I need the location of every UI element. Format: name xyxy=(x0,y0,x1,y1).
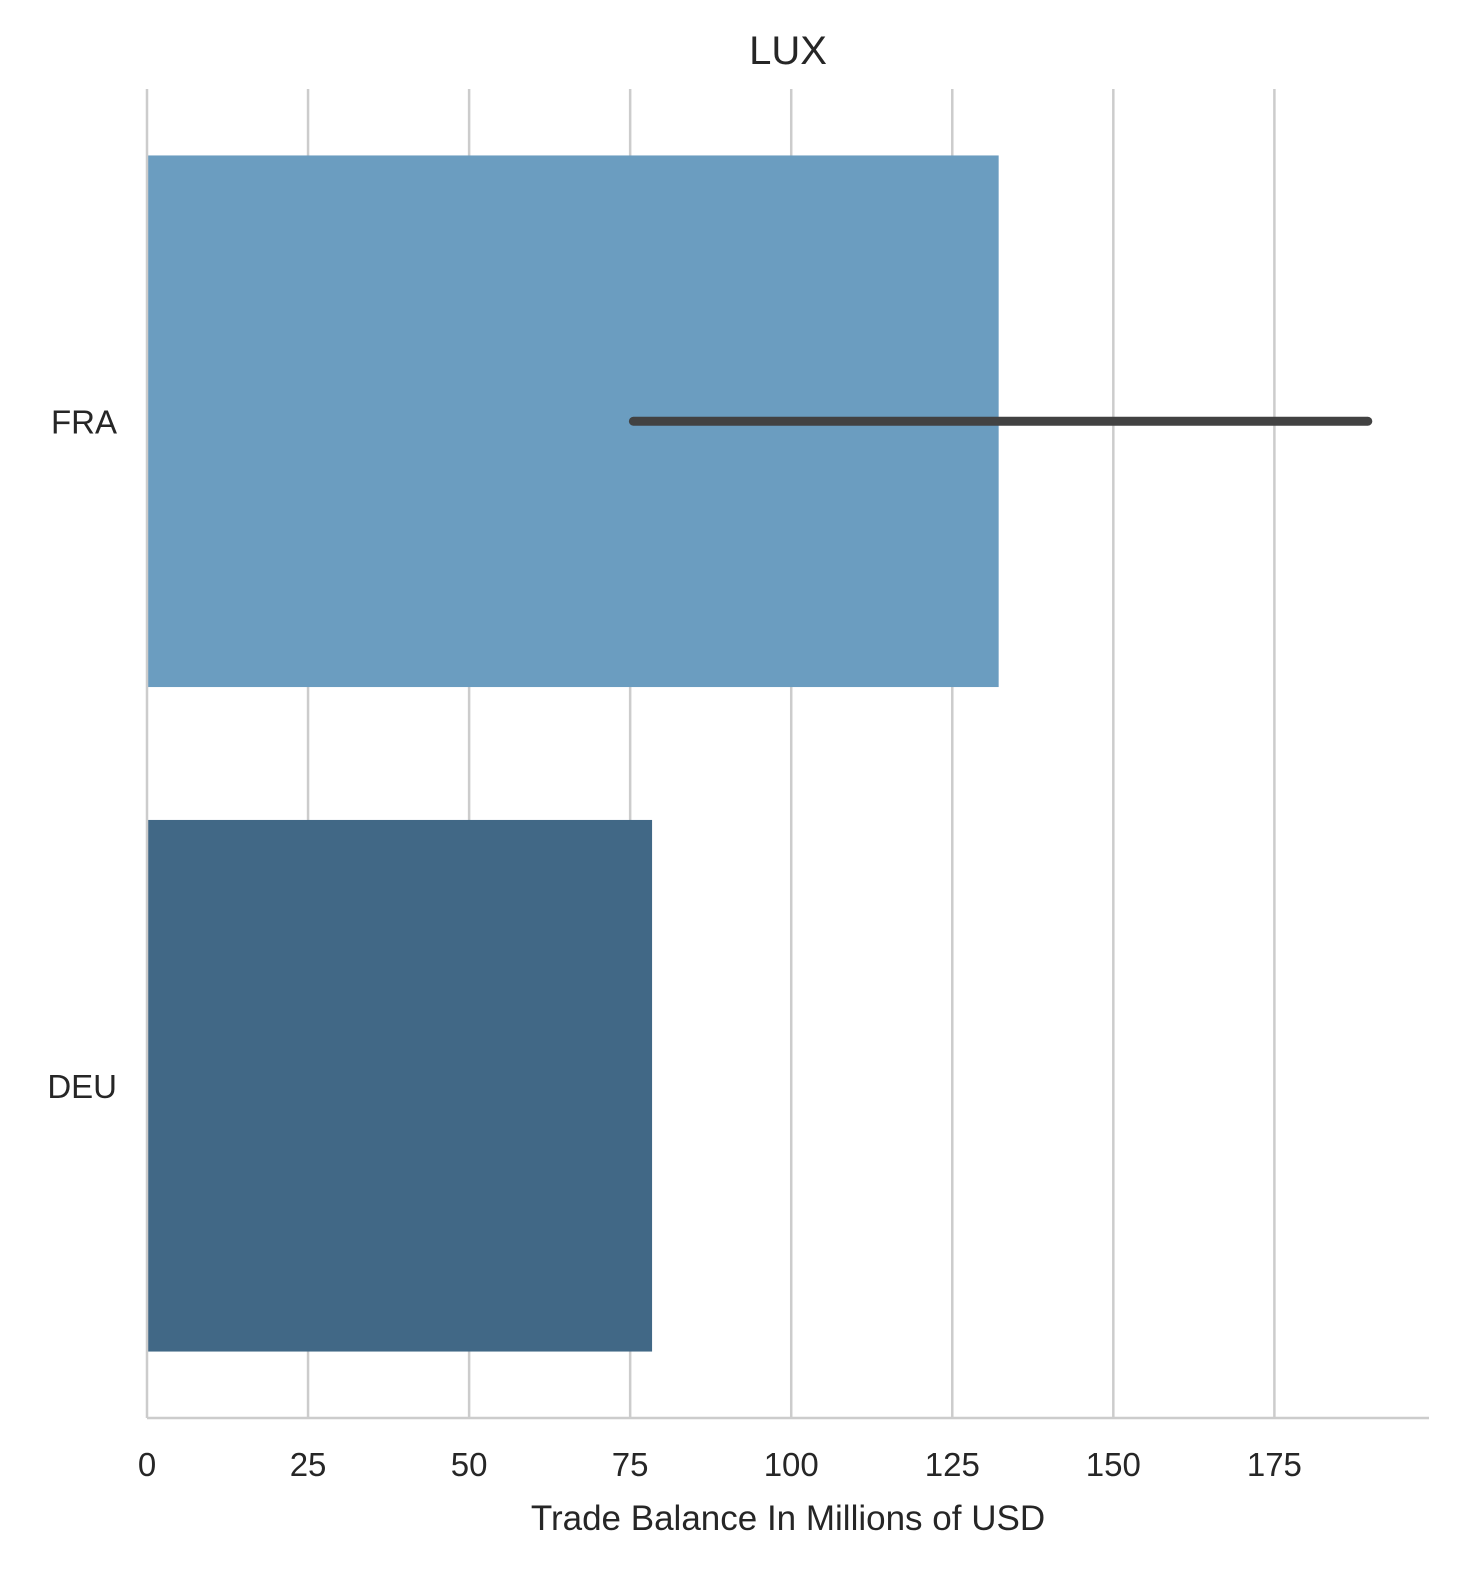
x-tick-label: 100 xyxy=(764,1446,819,1483)
x-tick-label: 125 xyxy=(925,1446,980,1483)
y-tick-labels: FRA DEU xyxy=(47,403,117,1105)
y-tick-label: FRA xyxy=(51,403,117,440)
x-tick-label: 75 xyxy=(612,1446,649,1483)
chart-title: LUX xyxy=(749,29,827,73)
y-tick-label: DEU xyxy=(47,1068,117,1105)
x-tick-label: 0 xyxy=(138,1446,156,1483)
x-tick-label: 50 xyxy=(451,1446,488,1483)
x-tick-label: 25 xyxy=(290,1446,327,1483)
axes xyxy=(145,89,1429,1420)
x-tick-label: 175 xyxy=(1247,1446,1302,1483)
bar-deu xyxy=(147,819,653,1352)
x-tick-labels: 0 25 50 75 100 125 150 175 xyxy=(138,1446,1302,1483)
bars xyxy=(147,155,999,1352)
x-axis-title: Trade Balance In Millions of USD xyxy=(531,1499,1045,1538)
x-tick-label: 150 xyxy=(1086,1446,1141,1483)
